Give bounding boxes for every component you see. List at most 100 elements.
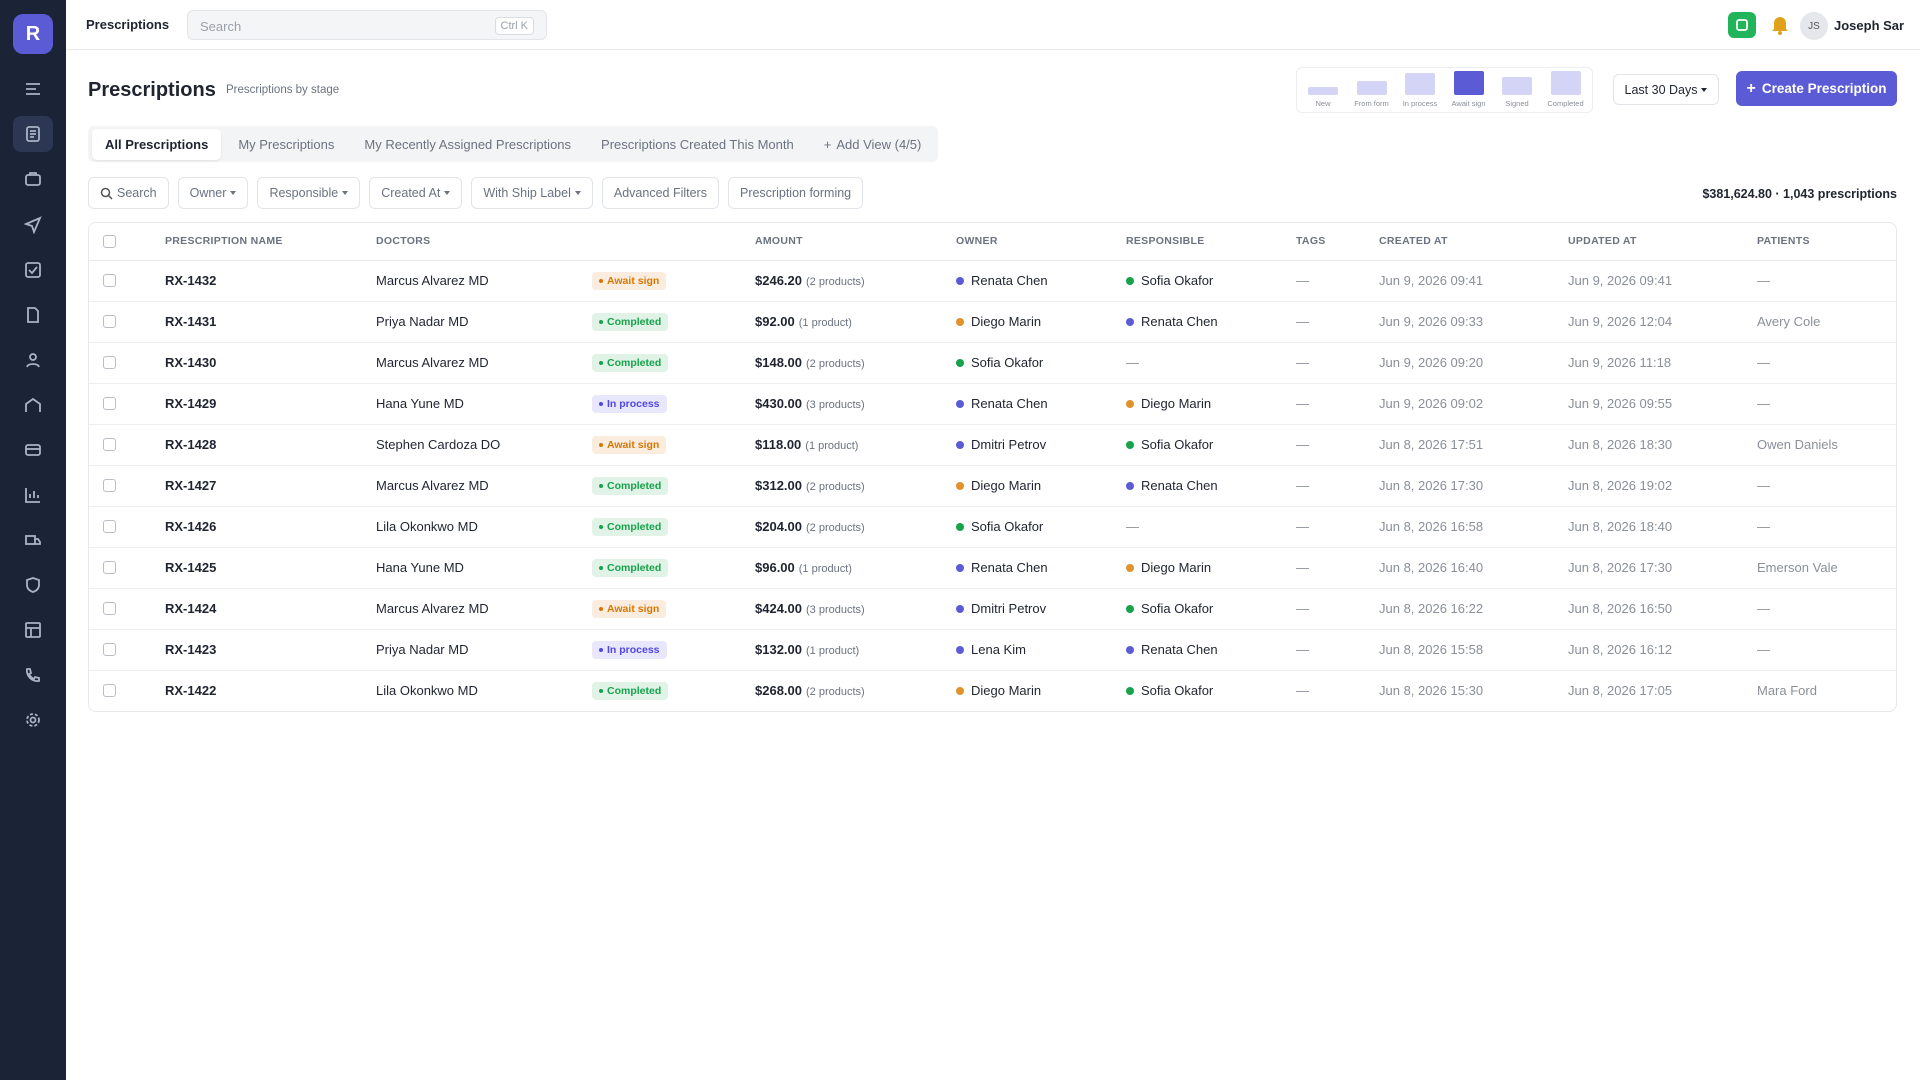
tab[interactable]: My Recently Assigned Prescriptions: [364, 136, 572, 152]
stage: Signed: [1493, 76, 1541, 108]
table-row[interactable]: RX-1423 Priya Nadar MD In process $132.00 (1…: [89, 629, 1896, 671]
table-row[interactable]: RX-1429 Hana Yune MD In process $430.00 (3 p…: [89, 383, 1896, 425]
table-row[interactable]: RX-1431 Priya Nadar MD Completed $92.00 (1 p…: [89, 301, 1896, 343]
phone-button[interactable]: [1728, 12, 1756, 38]
rx-name: RX-1425: [165, 547, 376, 589]
filter-dropdown[interactable]: With Ship Label: [471, 177, 593, 209]
checkbox[interactable]: [103, 643, 116, 656]
table-row[interactable]: RX-1425 Hana Yune MD Completed $96.00 (1 pro…: [89, 547, 1896, 589]
checkbox[interactable]: [103, 356, 116, 369]
tags: —: [1296, 588, 1379, 630]
tags: —: [1296, 301, 1379, 343]
person-dot: [1126, 687, 1134, 696]
filter-search[interactable]: Search: [88, 177, 169, 209]
status-header: [592, 223, 755, 261]
filter-dropdown[interactable]: Created At: [369, 177, 463, 209]
add-view[interactable]: + Add View (4/5): [811, 129, 935, 160]
status-cell: Completed: [592, 670, 755, 711]
rx-name: RX-1423: [165, 629, 376, 671]
stage-label: Await sign: [1451, 99, 1486, 108]
phone-icon[interactable]: [13, 657, 53, 693]
status-cell: Completed: [592, 547, 755, 589]
person-name: Diego Marin: [971, 683, 1042, 699]
filter-button[interactable]: Prescription forming: [727, 177, 864, 209]
select-cell: [89, 506, 165, 548]
status-pill: Completed: [592, 682, 669, 701]
person-name: Renata Chen: [971, 273, 1048, 288]
amount: $430.00: [755, 396, 802, 411]
page-subtitle: Prescriptions by stage: [226, 84, 340, 96]
user-name[interactable]: Joseph Sar: [1834, 18, 1905, 33]
select-cell: [89, 629, 165, 671]
responsible-cell: Sofia Okafor: [1126, 670, 1296, 711]
card-icon[interactable]: [13, 432, 53, 468]
product-count: (1 product): [798, 563, 852, 575]
date-range[interactable]: Last 30 Days: [1613, 74, 1719, 105]
patient: —: [1757, 260, 1896, 302]
contacts-icon[interactable]: [13, 342, 53, 378]
product-count: (1 product): [798, 317, 852, 329]
menu-icon[interactable]: [13, 71, 53, 107]
global-search[interactable]: Search Ctrl K: [187, 10, 547, 40]
checkbox[interactable]: [103, 397, 116, 410]
checkbox[interactable]: [103, 438, 116, 451]
create-button[interactable]: + Create Prescription: [1736, 71, 1897, 106]
table-row[interactable]: RX-1432 Marcus Alvarez MD Await sign $246.2…: [89, 260, 1896, 302]
responsible-cell: Sofia Okafor: [1126, 424, 1296, 466]
status-pill: In process: [592, 395, 667, 413]
send-icon[interactable]: [13, 207, 53, 243]
table-row[interactable]: RX-1422 Lila Okonkwo MD Completed $268.00 (2…: [89, 670, 1896, 711]
column-header: PATIENTS: [1757, 223, 1896, 261]
person-dot: [956, 687, 964, 696]
shield-icon[interactable]: [13, 567, 53, 603]
tab[interactable]: My Prescriptions: [238, 136, 335, 152]
amount-cell: $148.00 (2 products): [755, 342, 956, 384]
filter-dropdown[interactable]: Responsible: [257, 177, 361, 209]
tab[interactable]: All Prescriptions: [92, 128, 222, 160]
table-row[interactable]: RX-1428 Stephen Cardoza DO Await sign $118.…: [89, 424, 1896, 466]
checkbox[interactable]: [103, 274, 116, 287]
doctor: Lila Okonkwo MD: [376, 506, 592, 548]
status-pill: Completed: [592, 518, 669, 536]
table-row[interactable]: RX-1424 Marcus Alvarez MD Await sign $424.0…: [89, 588, 1896, 630]
briefcase-icon[interactable]: [13, 161, 53, 197]
tasks-icon[interactable]: [13, 252, 53, 288]
settings-icon[interactable]: [13, 702, 53, 738]
prescriptions-table: PRESCRIPTION NAME DOCTORS AMOUNT OWNER RESPO…: [89, 223, 1896, 711]
tags: —: [1296, 683, 1309, 699]
stage-chart: New From form In process Await sign Signed Co…: [1296, 67, 1593, 113]
building-icon[interactable]: [13, 387, 53, 423]
person-dot: [956, 646, 964, 654]
document-icon[interactable]: [13, 297, 53, 333]
reports-icon[interactable]: [13, 477, 53, 513]
filter-dropdown[interactable]: Owner: [177, 177, 249, 209]
notifications[interactable]: [1770, 14, 1790, 36]
owner-cell: Diego Marin: [956, 301, 1126, 343]
patient: Emerson Vale: [1757, 547, 1896, 589]
column-header: AMOUNT: [755, 223, 956, 261]
logo[interactable]: R: [13, 14, 53, 54]
table-row[interactable]: RX-1427 Marcus Alvarez MD Completed $312.00…: [89, 465, 1896, 507]
checkbox[interactable]: [103, 684, 116, 698]
table-icon[interactable]: [13, 612, 53, 648]
checkbox[interactable]: [103, 520, 116, 533]
checkbox[interactable]: [103, 234, 116, 248]
prescriptions-icon[interactable]: [13, 116, 53, 152]
table-row[interactable]: RX-1426 Lila Okonkwo MD Completed $204.00 (2…: [89, 506, 1896, 548]
checkbox[interactable]: [103, 315, 116, 328]
tab[interactable]: Prescriptions Created This Month: [601, 136, 794, 152]
filter-button[interactable]: Advanced Filters: [601, 177, 719, 209]
checkbox[interactable]: [103, 479, 116, 492]
checkbox[interactable]: [103, 561, 116, 574]
person-dot: [956, 318, 964, 326]
status-cell: Completed: [592, 342, 755, 384]
checkbox[interactable]: [103, 602, 116, 615]
shipping-icon[interactable]: [13, 522, 53, 558]
amount-cell: $132.00 (1 product): [755, 629, 956, 671]
status-pill: Completed: [592, 559, 669, 577]
status-pill: Completed: [592, 313, 669, 331]
avatar[interactable]: JS: [1800, 12, 1828, 40]
status-pill: In process: [592, 641, 667, 659]
person-dot: [1126, 441, 1134, 449]
table-row[interactable]: RX-1430 Marcus Alvarez MD Completed $148.00…: [89, 342, 1896, 384]
